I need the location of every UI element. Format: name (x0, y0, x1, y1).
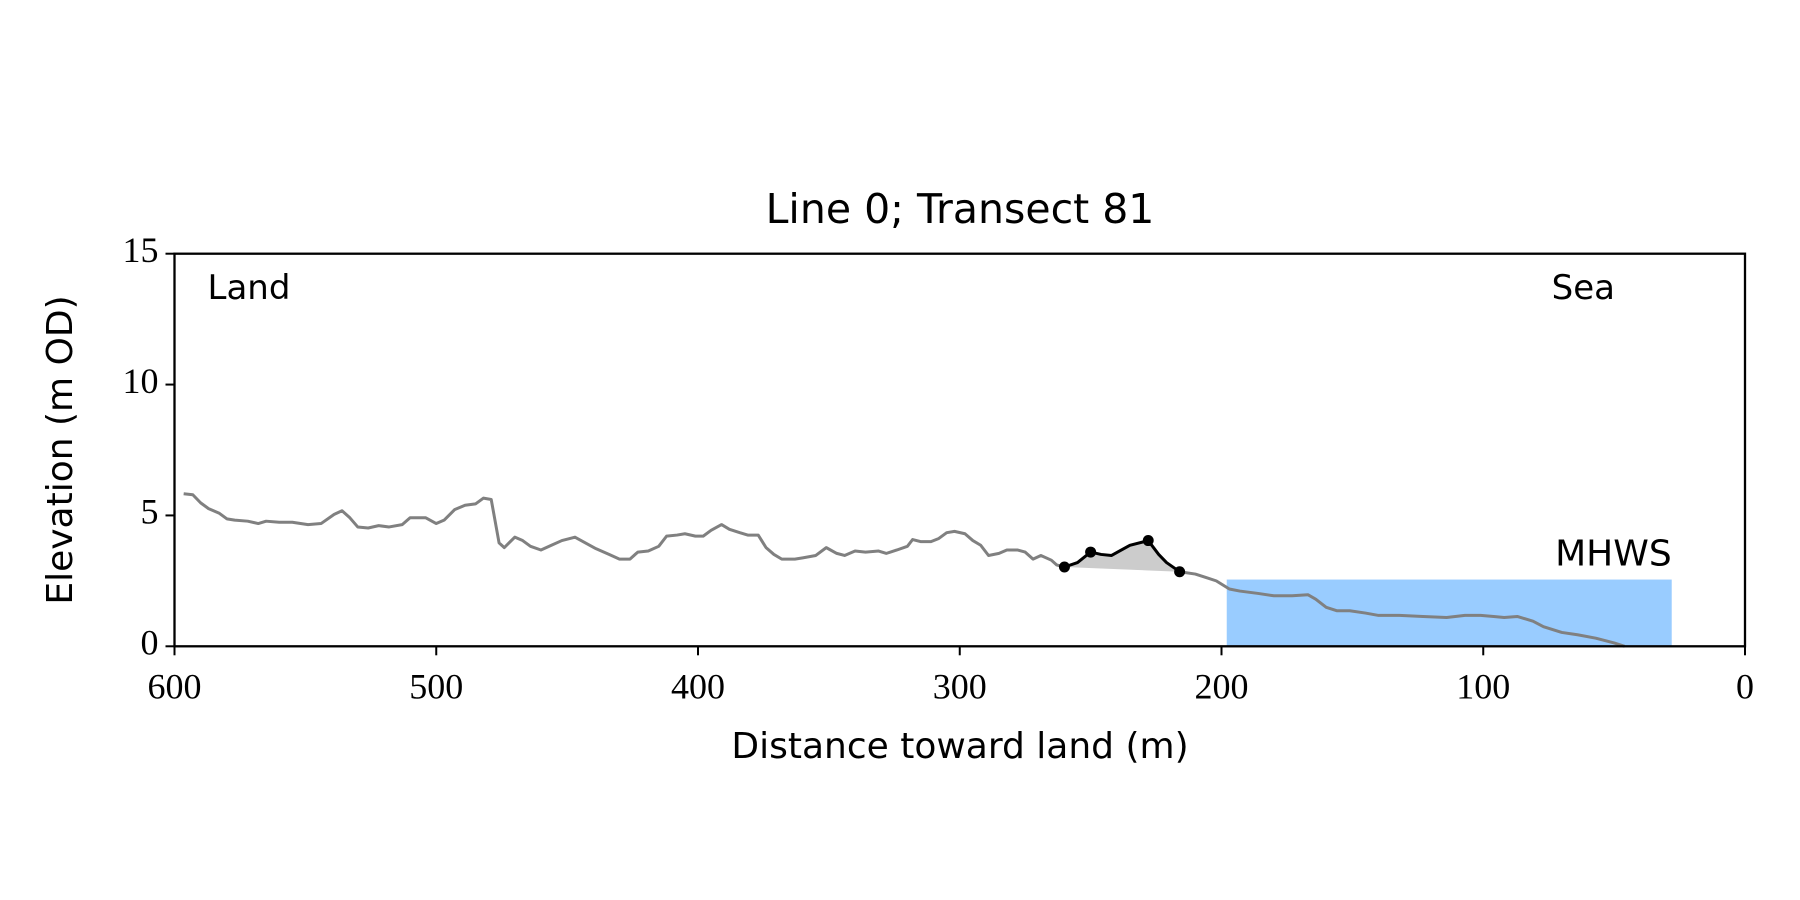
x-tick-label: 100 (1456, 667, 1510, 707)
x-tick-label: 200 (1195, 667, 1249, 707)
annotation: Land (208, 268, 291, 308)
annotation: Sea (1552, 268, 1615, 308)
y-tick-label: 15 (123, 230, 159, 270)
point-marker (1142, 535, 1154, 547)
x-tick-label: 0 (1736, 667, 1754, 707)
x-tick-label: 300 (933, 667, 987, 707)
chart-title: Line 0; Transect 81 (766, 185, 1155, 233)
cliff-fill (1064, 540, 1180, 572)
point-marker (1058, 561, 1070, 573)
profile-line (183, 492, 1626, 648)
x-tick-label: 400 (671, 667, 725, 707)
x-axis-label: Distance toward land (m) (731, 726, 1188, 767)
x-tick-label: 500 (409, 667, 463, 707)
mhws-area (1226, 579, 1672, 647)
point-marker (1085, 546, 1097, 558)
y-tick-label: 10 (123, 361, 159, 401)
y-tick-label: 0 (141, 623, 159, 663)
mhws-label: MHWS (1555, 534, 1672, 575)
profile-line (1063, 539, 1181, 573)
point-marker (1174, 566, 1186, 578)
y-tick-label: 5 (141, 492, 159, 532)
y-axis-label: Elevation (m OD) (40, 295, 81, 604)
x-tick-label: 600 (148, 667, 202, 707)
